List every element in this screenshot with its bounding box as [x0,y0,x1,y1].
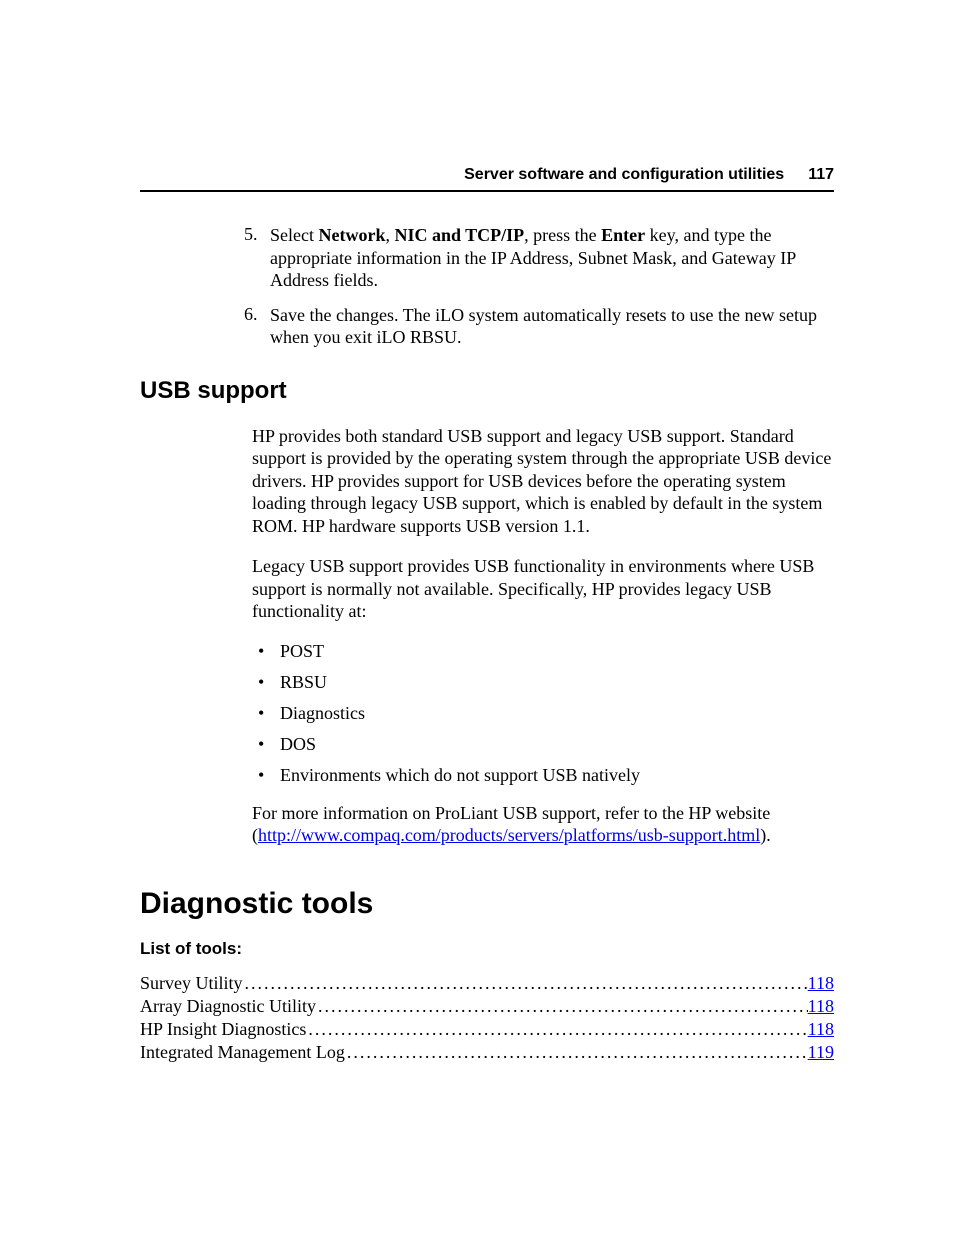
usb-paragraph-2: Legacy USB support provides USB function… [252,555,834,623]
toc-page-link[interactable]: 118 [808,973,834,994]
toc-row: HP Insight Diagnostics .................… [140,1019,834,1040]
list-item: • Diagnostics [252,703,834,724]
toc-leader-dots: ........................................… [345,1042,808,1063]
toc-leader-dots: ........................................… [243,973,808,994]
header-rule [140,190,834,192]
bullet-icon: • [252,641,280,662]
usb-support-link[interactable]: http://www.compaq.com/products/servers/p… [258,825,760,845]
document-page: Server software and configuration utilit… [0,0,954,1235]
toc-label: Survey Utility [140,973,243,994]
list-item-label: RBSU [280,672,327,693]
usb-paragraph-3: For more information on ProLiant USB sup… [252,802,834,847]
page-header: Server software and configuration utilit… [140,166,834,192]
list-item: • RBSU [252,672,834,693]
header-row: Server software and configuration utilit… [140,166,834,184]
list-item: • DOS [252,734,834,755]
page-content: 5. Select Network, NIC and TCP/IP, press… [140,224,834,1065]
step-bold: NIC and TCP/IP [394,225,524,245]
text-part: ). [760,825,771,845]
usb-paragraph-1: HP provides both standard USB support an… [252,425,834,538]
step-bold: Enter [601,225,645,245]
toc-leader-dots: ........................................… [306,1019,807,1040]
header-page-number: 117 [808,166,834,184]
usb-bullet-list: • POST • RBSU • Diagnostics • DOS • En [252,641,834,786]
toc-label: Array Diagnostic Utility [140,996,316,1017]
list-item: • POST [252,641,834,662]
list-item-label: Diagnostics [280,703,365,724]
step-text: Save the changes. The iLO system automat… [270,304,834,349]
bullet-icon: • [252,734,280,755]
toc-page-link[interactable]: 119 [808,1042,834,1063]
toc-label: HP Insight Diagnostics [140,1019,306,1040]
toc-label: Integrated Management Log [140,1042,345,1063]
step-5: 5. Select Network, NIC and TCP/IP, press… [140,224,834,292]
header-section-title: Server software and configuration utilit… [464,166,784,184]
tools-toc: Survey Utility .........................… [140,973,834,1063]
toc-row: Array Diagnostic Utility ...............… [140,996,834,1017]
step-number: 5. [244,224,270,292]
bullet-icon: • [252,765,280,786]
step-bold: Network [318,225,385,245]
heading-usb-support: USB support [140,377,834,405]
bullet-icon: • [252,672,280,693]
heading-diagnostic-tools: Diagnostic tools [140,887,834,921]
toc-row: Survey Utility .........................… [140,973,834,994]
step-number: 6. [244,304,270,349]
list-item: • Environments which do not support USB … [252,765,834,786]
step-text-part: , press the [524,225,601,245]
usb-section-body: HP provides both standard USB support an… [252,425,834,847]
list-item-label: Environments which do not support USB na… [280,765,640,786]
toc-row: Integrated Management Log ..............… [140,1042,834,1063]
numbered-steps: 5. Select Network, NIC and TCP/IP, press… [140,224,834,349]
toc-page-link[interactable]: 118 [808,1019,834,1040]
toc-leader-dots: ........................................… [316,996,808,1017]
step-text-part: Select [270,225,318,245]
bullet-icon: • [252,703,280,724]
step-6: 6. Save the changes. The iLO system auto… [140,304,834,349]
list-item-label: DOS [280,734,316,755]
toc-page-link[interactable]: 118 [808,996,834,1017]
step-text: Select Network, NIC and TCP/IP, press th… [270,224,834,292]
subheading-list-of-tools: List of tools: [140,939,834,959]
list-item-label: POST [280,641,324,662]
